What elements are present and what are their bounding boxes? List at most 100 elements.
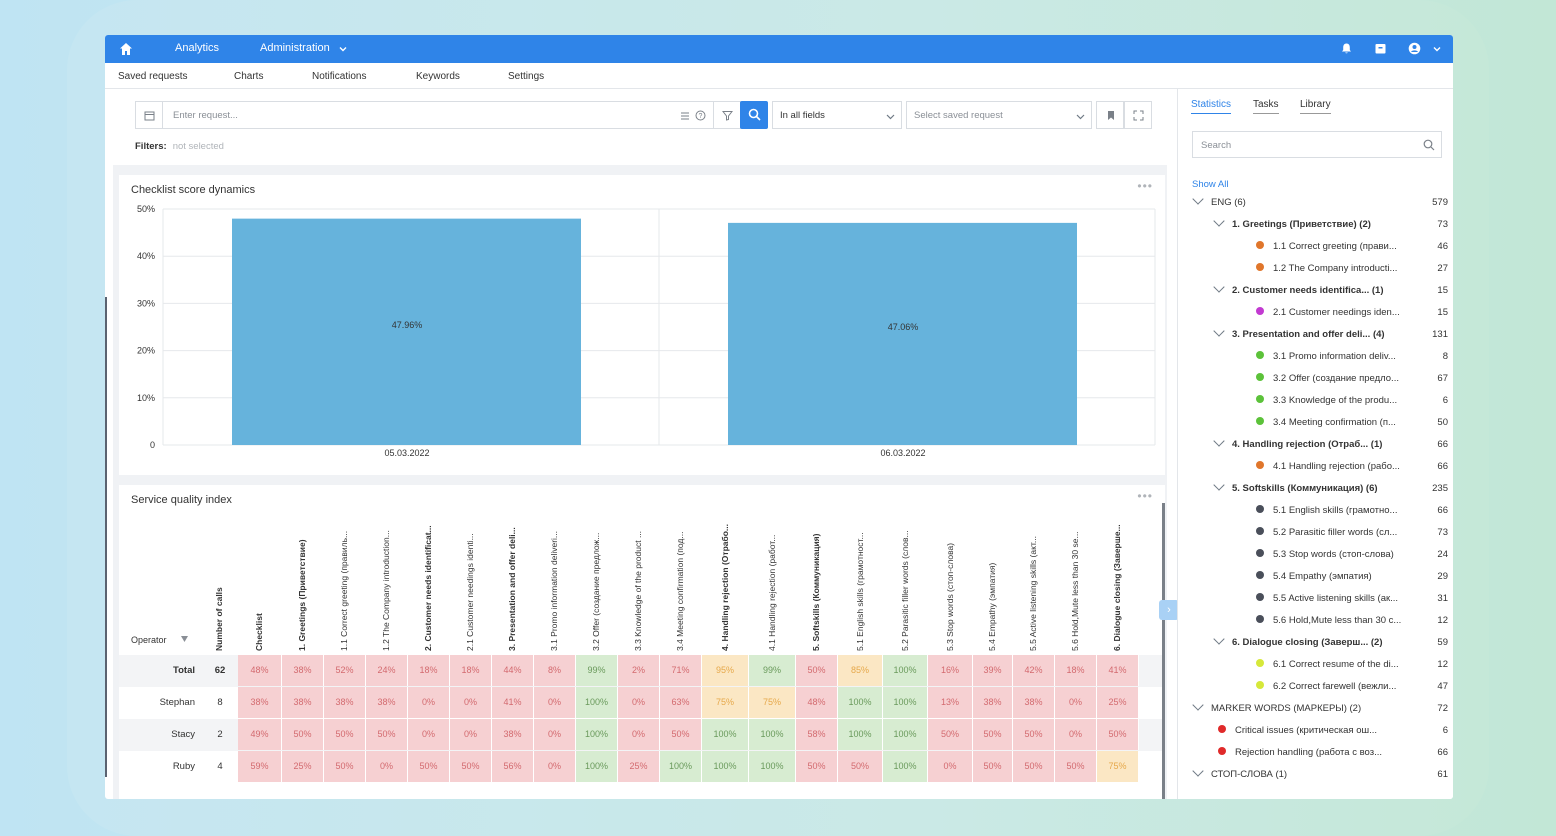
score-cell[interactable]: 50% bbox=[928, 719, 973, 750]
column-header[interactable]: 5.3 Stop words (стоп-слова) bbox=[944, 542, 955, 651]
column-header[interactable]: 2.1 Customer needings identi... bbox=[465, 533, 475, 651]
chevron-down-icon[interactable] bbox=[1213, 435, 1225, 447]
score-cell[interactable]: 38% bbox=[282, 655, 324, 686]
score-cell[interactable]: 48% bbox=[238, 655, 282, 686]
score-cell[interactable]: 50% bbox=[1055, 751, 1097, 782]
score-cell[interactable]: 0% bbox=[408, 687, 450, 718]
tab-tasks[interactable]: Tasks bbox=[1253, 99, 1279, 114]
score-cell[interactable]: 25% bbox=[282, 751, 324, 782]
calendar-button[interactable] bbox=[135, 101, 163, 129]
sort-down-icon[interactable] bbox=[181, 636, 188, 642]
table-row[interactable]: Stephan 8 38% 38% 38% 38% 0% 0% 41% 0% 100% 0% 63% 75… bbox=[119, 687, 1164, 719]
score-cell[interactable]: 50% bbox=[1013, 719, 1055, 750]
score-cell[interactable]: 18% bbox=[1055, 655, 1097, 686]
score-cell[interactable]: 63% bbox=[660, 687, 702, 718]
tree-item[interactable]: 5.5 Active listening skills (ак... 31 bbox=[1236, 593, 1448, 615]
user-icon[interactable] bbox=[1408, 42, 1421, 55]
table-scrollbar[interactable] bbox=[1162, 503, 1165, 799]
chevron-down-icon[interactable] bbox=[1192, 765, 1204, 777]
score-cell[interactable]: 0% bbox=[928, 751, 973, 782]
tab-statistics[interactable]: Statistics bbox=[1191, 99, 1232, 114]
score-cell[interactable]: 18% bbox=[450, 655, 492, 686]
table-row[interactable]: Stacy 2 49% 50% 50% 50% 0% 0% 38% 0% 100% 0% 50% 100%… bbox=[119, 719, 1164, 751]
chevron-down-icon[interactable] bbox=[1213, 325, 1225, 337]
score-cell[interactable]: 8% bbox=[534, 655, 576, 686]
score-cell[interactable]: 59% bbox=[238, 751, 282, 782]
table-row[interactable]: Total 62 48% 38% 52% 24% 18% 18% 44% 8% 99% 2% 71% 95… bbox=[119, 655, 1164, 687]
search-input[interactable]: Enter request... ? bbox=[162, 101, 714, 129]
score-cell[interactable]: 100% bbox=[749, 751, 796, 782]
column-header[interactable]: 1. Greetings (Приветствие) bbox=[297, 539, 307, 651]
tree-item[interactable]: 2.1 Customer needings iden... 15 bbox=[1236, 307, 1448, 329]
score-cell[interactable]: 50% bbox=[1013, 751, 1055, 782]
tree-item[interactable]: 1.1 Correct greeting (прави... 46 bbox=[1236, 241, 1448, 263]
search-button[interactable] bbox=[740, 101, 768, 129]
score-cell[interactable]: 100% bbox=[702, 751, 749, 782]
bell-icon[interactable] bbox=[1340, 42, 1353, 55]
score-cell[interactable]: 95% bbox=[702, 655, 749, 686]
tree-group[interactable]: 6. Dialogue closing (Заверш... (2) 59 bbox=[1213, 633, 1448, 659]
score-cell[interactable]: 39% bbox=[973, 655, 1013, 686]
tree-group[interactable]: MARKER WORDS (МАРКЕРЫ) (2) 72 bbox=[1192, 699, 1448, 725]
score-cell[interactable]: 56% bbox=[492, 751, 534, 782]
show-all-link[interactable]: Show All bbox=[1192, 179, 1229, 190]
score-cell[interactable]: 75% bbox=[1097, 751, 1139, 782]
score-cell[interactable]: 99% bbox=[749, 655, 796, 686]
score-cell[interactable]: 100% bbox=[883, 751, 928, 782]
column-header[interactable]: 1.2 The Company introduction... bbox=[381, 530, 391, 651]
score-cell[interactable]: 50% bbox=[973, 751, 1013, 782]
score-cell[interactable]: 100% bbox=[702, 719, 749, 750]
more-options-icon[interactable]: ••• bbox=[1137, 489, 1153, 503]
chevron-down-icon[interactable] bbox=[1213, 633, 1225, 645]
chevron-down-icon[interactable] bbox=[1192, 699, 1204, 711]
chevron-down-icon[interactable] bbox=[1192, 193, 1204, 205]
tree-item[interactable]: 6.2 Correct farewell (вежли... 47 bbox=[1236, 681, 1448, 703]
field-select[interactable]: In all fields bbox=[772, 101, 902, 129]
score-cell[interactable]: 50% bbox=[660, 719, 702, 750]
score-cell[interactable]: 48% bbox=[796, 687, 838, 718]
tree-item[interactable]: 5.3 Stop words (стоп-слова) 24 bbox=[1236, 549, 1448, 571]
column-header[interactable]: 5.6 Hold,Mute less than 30 se... bbox=[1070, 531, 1080, 651]
score-cell[interactable]: 50% bbox=[324, 719, 366, 750]
score-cell[interactable]: 52% bbox=[324, 655, 366, 686]
score-cell[interactable]: 18% bbox=[408, 655, 450, 686]
score-cell[interactable]: 100% bbox=[576, 751, 618, 782]
tree-item[interactable]: 4.1 Handling rejection (рабо... 66 bbox=[1236, 461, 1448, 483]
score-cell[interactable]: 75% bbox=[749, 687, 796, 718]
score-cell[interactable]: 38% bbox=[1013, 687, 1055, 718]
score-cell[interactable]: 0% bbox=[450, 719, 492, 750]
tree-item[interactable]: 3.3 Knowledge of the produ... 6 bbox=[1236, 395, 1448, 417]
tab-library[interactable]: Library bbox=[1300, 99, 1331, 114]
score-cell[interactable]: 50% bbox=[282, 719, 324, 750]
chevron-down-icon[interactable] bbox=[339, 45, 347, 53]
column-header[interactable]: 1.1 Correct greeting (правиль... bbox=[339, 530, 349, 651]
score-cell[interactable]: 44% bbox=[492, 655, 534, 686]
tree-group[interactable]: 3. Presentation and offer deli... (4) 131 bbox=[1213, 325, 1448, 351]
user-menu-chevron-icon[interactable] bbox=[1433, 45, 1441, 53]
column-header[interactable]: 6. Dialogue closing (Заверше... bbox=[1112, 524, 1122, 651]
tab-charts[interactable]: Charts bbox=[234, 71, 264, 82]
column-header[interactable]: 4.1 Handling rejection (работ... bbox=[766, 534, 777, 651]
score-cell[interactable]: 16% bbox=[928, 655, 973, 686]
expand-panel-button[interactable]: › bbox=[1159, 600, 1179, 620]
column-header[interactable]: 3.4 Meeting confirmation (под... bbox=[675, 531, 685, 651]
score-cell[interactable]: 38% bbox=[238, 687, 282, 718]
score-cell[interactable]: 50% bbox=[408, 751, 450, 782]
tab-keywords[interactable]: Keywords bbox=[416, 71, 460, 82]
score-cell[interactable]: 100% bbox=[838, 687, 883, 718]
score-cell[interactable]: 38% bbox=[492, 719, 534, 750]
filter-button[interactable] bbox=[713, 101, 741, 129]
column-header[interactable]: 5.4 Empathy (эмпатия) bbox=[987, 562, 997, 651]
panel-search-input[interactable]: Search bbox=[1192, 131, 1442, 158]
score-cell[interactable]: 38% bbox=[282, 687, 324, 718]
tree-item[interactable]: 1.2 The Company introducti... 27 bbox=[1236, 263, 1448, 285]
score-cell[interactable]: 50% bbox=[838, 751, 883, 782]
score-cell[interactable]: 50% bbox=[796, 751, 838, 782]
score-cell[interactable]: 0% bbox=[450, 687, 492, 718]
score-cell[interactable]: 25% bbox=[618, 751, 660, 782]
tree-item[interactable]: 3.1 Promo information deliv... 8 bbox=[1236, 351, 1448, 373]
score-cell[interactable]: 100% bbox=[838, 719, 883, 750]
score-cell[interactable]: 0% bbox=[1055, 719, 1097, 750]
score-cell[interactable]: 99% bbox=[576, 655, 618, 686]
score-cell[interactable]: 100% bbox=[883, 719, 928, 750]
